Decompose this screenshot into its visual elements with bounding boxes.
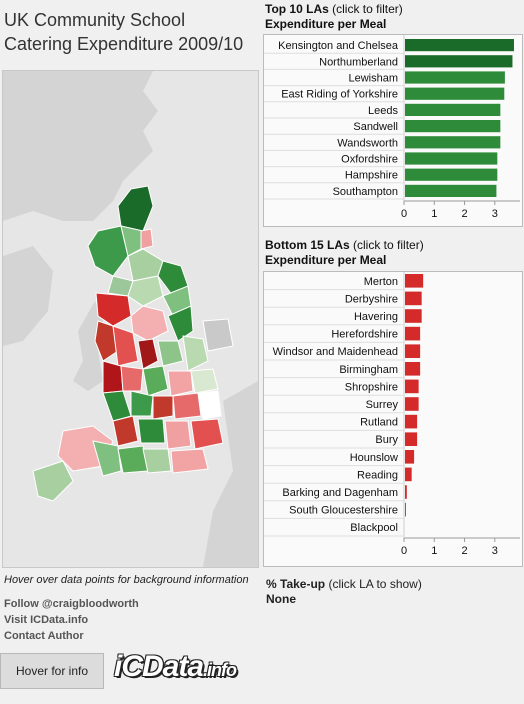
x-tick-label: 3 bbox=[492, 545, 498, 557]
bar[interactable] bbox=[405, 467, 412, 482]
category-label[interactable]: East Riding of Yorkshire bbox=[281, 89, 398, 101]
bar[interactable] bbox=[405, 71, 505, 84]
scotland-landmass bbox=[3, 71, 158, 221]
bar[interactable] bbox=[405, 184, 497, 197]
category-label[interactable]: Northumberland bbox=[319, 56, 398, 68]
category-label[interactable]: Oxfordshire bbox=[341, 154, 398, 166]
bar[interactable] bbox=[405, 87, 505, 100]
x-tick-label: 0 bbox=[401, 545, 407, 557]
bar[interactable] bbox=[405, 168, 498, 181]
x-tick-label: 1 bbox=[431, 208, 437, 220]
category-label[interactable]: Merton bbox=[364, 276, 398, 288]
england-map[interactable] bbox=[2, 70, 259, 568]
x-tick-label: 2 bbox=[461, 208, 467, 220]
category-label[interactable]: Wandsworth bbox=[337, 137, 398, 149]
bar[interactable] bbox=[405, 432, 418, 446]
bar[interactable] bbox=[405, 450, 415, 464]
category-label[interactable]: Sandwell bbox=[353, 121, 398, 133]
bottom-chart-svg[interactable]: Merton Derbyshire Havering Herefordshire Win… bbox=[264, 272, 522, 566]
bar[interactable] bbox=[405, 291, 422, 306]
bottom-title-bold: Bottom 15 LAs bbox=[265, 238, 350, 252]
bar[interactable] bbox=[405, 326, 421, 341]
top-chart-title: Top 10 LAs (click to filter) bbox=[265, 2, 403, 16]
category-label[interactable]: Lewisham bbox=[348, 73, 398, 85]
takeup-title-rest: (click LA to show) bbox=[325, 577, 422, 591]
follow-link[interactable]: Follow @craigbloodworth bbox=[4, 598, 139, 610]
bar[interactable] bbox=[405, 362, 421, 376]
takeup-title: % Take-up (click LA to show) bbox=[266, 577, 422, 591]
hover-for-info-button[interactable]: Hover for info bbox=[0, 653, 104, 689]
bar[interactable] bbox=[405, 39, 514, 52]
bar[interactable] bbox=[405, 55, 513, 68]
top-title-bold: Top 10 LAs bbox=[265, 2, 329, 16]
bottom-chart-title: Bottom 15 LAs (click to filter) bbox=[265, 238, 424, 252]
x-tick-label: 0 bbox=[401, 208, 407, 220]
bar[interactable] bbox=[405, 379, 419, 394]
bar[interactable] bbox=[405, 103, 501, 116]
wales-landmass bbox=[73, 301, 103, 391]
bar[interactable] bbox=[405, 414, 418, 429]
takeup-value: None bbox=[266, 592, 296, 606]
category-label[interactable]: Southampton bbox=[333, 186, 398, 198]
hover-hint: Hover over data points for background in… bbox=[4, 574, 249, 586]
bottom-title-rest: (click to filter) bbox=[349, 238, 424, 252]
top-chart-panel: Kensington and Chelsea Northumberland Lewi… bbox=[263, 34, 523, 227]
category-label[interactable]: Bury bbox=[375, 434, 398, 446]
category-label[interactable]: Kensington and Chelsea bbox=[278, 40, 399, 52]
bar[interactable] bbox=[405, 397, 419, 411]
bar[interactable] bbox=[405, 309, 422, 323]
visit-link[interactable]: Visit ICData.info bbox=[4, 614, 89, 626]
bottom-chart-subtitle: Expenditure per Meal bbox=[265, 253, 387, 267]
category-label[interactable]: Leeds bbox=[368, 105, 398, 117]
bar[interactable] bbox=[405, 485, 407, 499]
contact-link[interactable]: Contact Author bbox=[4, 630, 84, 642]
top-chart-svg[interactable]: Kensington and Chelsea Northumberland Lewi… bbox=[264, 35, 522, 226]
bar[interactable] bbox=[405, 502, 406, 517]
category-label[interactable]: Derbyshire bbox=[345, 293, 398, 305]
category-label[interactable]: South Gloucestershire bbox=[289, 505, 398, 517]
ireland-landmass bbox=[3, 246, 53, 346]
x-tick-label: 3 bbox=[492, 208, 498, 220]
category-label[interactable]: Reading bbox=[357, 469, 398, 481]
x-tick-label: 1 bbox=[431, 545, 437, 557]
category-label[interactable]: Barking and Dagenham bbox=[282, 487, 398, 499]
title-line-1: UK Community School bbox=[4, 10, 186, 30]
bar[interactable] bbox=[405, 152, 498, 165]
category-label[interactable]: Havering bbox=[354, 311, 398, 323]
category-label[interactable]: Hounslow bbox=[350, 452, 398, 464]
category-label[interactable]: Windsor and Maidenhead bbox=[273, 346, 398, 358]
bar[interactable] bbox=[405, 136, 501, 149]
bottom-chart-panel: Merton Derbyshire Havering Herefordshire Win… bbox=[263, 271, 523, 567]
category-label[interactable]: Shropshire bbox=[345, 381, 398, 393]
category-label[interactable]: Rutland bbox=[360, 417, 398, 429]
bar[interactable] bbox=[405, 274, 424, 288]
takeup-title-bold: % Take-up bbox=[266, 577, 326, 591]
top-chart-subtitle: Expenditure per Meal bbox=[265, 17, 387, 31]
bar[interactable] bbox=[405, 120, 501, 133]
la-regions[interactable] bbox=[32, 185, 234, 502]
x-tick-label: 2 bbox=[461, 545, 467, 557]
logo-main: iCData bbox=[114, 650, 204, 683]
category-label[interactable]: Hampshire bbox=[345, 170, 398, 182]
bar[interactable] bbox=[405, 344, 421, 358]
europe-landmass bbox=[203, 381, 258, 567]
top-title-rest: (click to filter) bbox=[328, 2, 403, 16]
title-line-2: Catering Expenditure 2009/10 bbox=[4, 34, 244, 54]
category-label[interactable]: Surrey bbox=[366, 399, 399, 411]
category-label[interactable]: Birmingham bbox=[339, 364, 398, 376]
category-label[interactable]: Herefordshire bbox=[331, 329, 398, 341]
logo-suffix: .info bbox=[203, 660, 237, 680]
category-label[interactable]: Blackpool bbox=[350, 522, 398, 534]
page-title: UK Community School Catering Expenditure… bbox=[4, 8, 243, 56]
icdata-logo[interactable]: iCData.info bbox=[114, 650, 237, 684]
